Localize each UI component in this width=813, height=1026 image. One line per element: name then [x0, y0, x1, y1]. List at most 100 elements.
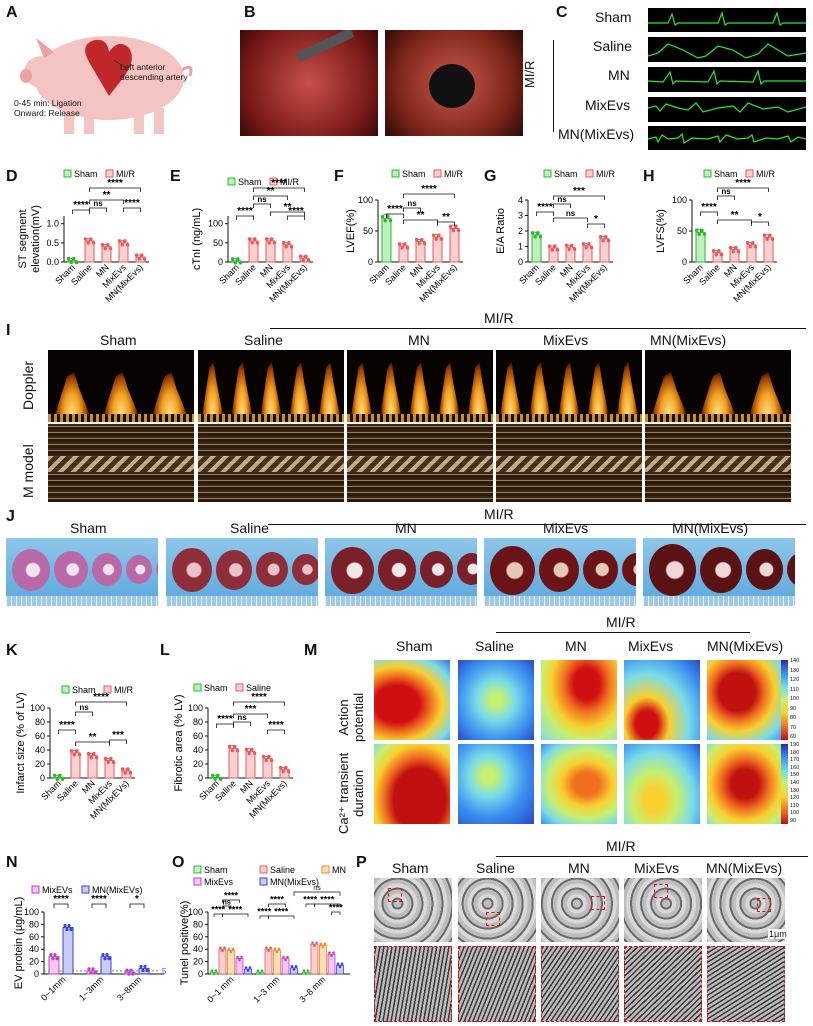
- data-point: [277, 947, 281, 951]
- j-group-sham: Sham: [70, 520, 107, 536]
- significance-bracket: [587, 223, 605, 228]
- p-group-sham: Sham: [392, 860, 429, 876]
- data-point: [92, 751, 96, 756]
- heatmap-action-potential: [541, 660, 617, 740]
- y-tick-label: 60: [193, 731, 203, 741]
- data-point: [238, 958, 241, 962]
- y-tick-label: 100: [188, 703, 203, 713]
- i-group-mixevs: MixEvs: [543, 332, 589, 348]
- significance-bracket: [403, 207, 421, 212]
- significance-label: ns: [721, 187, 731, 196]
- data-point: [109, 756, 113, 761]
- m-mode-image: [48, 424, 194, 502]
- panel-letter-b: B: [244, 4, 256, 21]
- legend-swatch-sham: [63, 169, 72, 178]
- data-point: [252, 751, 257, 756]
- y-axis-label: EV protein (μg/mL): [13, 897, 25, 990]
- data-point: [284, 958, 287, 962]
- data-point: [454, 224, 458, 229]
- bar: [100, 956, 112, 975]
- data-point: [53, 953, 57, 957]
- data-point: [117, 239, 122, 243]
- data-point: [587, 242, 591, 246]
- data-point: [270, 237, 274, 241]
- data-point: [210, 773, 215, 777]
- data-point: [313, 944, 316, 948]
- y-axis-label: cTnI (ng/mL): [191, 208, 203, 270]
- y-axis-label: LVEF(%): [345, 209, 357, 253]
- data-point: [753, 244, 758, 249]
- significance-label: ***: [112, 730, 124, 741]
- j-group-saline: Saline: [230, 520, 269, 536]
- significance-bracket: [553, 203, 571, 208]
- m-mode-image: [198, 424, 344, 502]
- significance-bracket: [553, 195, 605, 200]
- data-point: [235, 748, 240, 753]
- data-point: [751, 240, 755, 245]
- m-group-saline: Saline: [475, 638, 514, 654]
- surgery-photo-2: [385, 30, 523, 136]
- data-point: [134, 253, 139, 257]
- data-point: [330, 954, 333, 957]
- data-point: [89, 971, 93, 975]
- data-point: [340, 962, 344, 966]
- em-zoom-image: [624, 946, 702, 1022]
- data-point: [581, 242, 586, 246]
- panel-letter-j: J: [6, 508, 15, 525]
- bar: [449, 228, 460, 263]
- data-point: [290, 965, 294, 968]
- x-tick-label: 1~3mm: [77, 974, 105, 1002]
- significance-label: ****: [93, 692, 109, 703]
- row-label-ca: Ca²⁺ transient duration: [336, 752, 366, 834]
- data-point: [697, 232, 701, 236]
- colorbar-tick-label: 110: [790, 802, 799, 809]
- legend-label-mnmixevs: MN(MixEVs): [92, 885, 143, 895]
- data-point: [238, 261, 243, 265]
- significance-label: ****: [107, 178, 123, 189]
- y-tick-label: 100: [30, 703, 45, 713]
- legend-swatch-sham: [703, 169, 712, 178]
- data-point: [127, 972, 131, 976]
- data-point: [52, 773, 57, 777]
- data-point: [233, 261, 237, 265]
- data-point: [336, 962, 340, 966]
- data-point: [731, 249, 735, 254]
- data-point: [233, 744, 237, 749]
- data-point: [67, 923, 71, 928]
- data-point: [125, 968, 129, 972]
- data-point: [702, 232, 707, 236]
- mir-line-j: [268, 524, 806, 526]
- data-point: [227, 744, 232, 749]
- significance-bracket: [233, 701, 285, 706]
- data-point: [108, 246, 113, 251]
- data-point: [141, 968, 145, 973]
- data-point: [319, 942, 323, 946]
- y-tick-label: 50: [213, 238, 223, 248]
- colorbar-tick-label: 180: [790, 749, 800, 756]
- p-group-mn: MN: [568, 860, 590, 876]
- data-point: [69, 749, 74, 753]
- data-point: [83, 237, 88, 241]
- data-point: [694, 228, 699, 232]
- data-point: [51, 957, 55, 961]
- data-point: [547, 244, 552, 248]
- data-point: [66, 256, 71, 261]
- data-point: [405, 246, 410, 250]
- y-tick-label: 80: [35, 717, 45, 727]
- significance-bracket: [403, 193, 455, 198]
- data-point: [414, 237, 419, 242]
- y-tick-label: 60: [193, 932, 203, 942]
- data-point: [231, 947, 235, 951]
- y-tick-label: 0: [198, 969, 203, 979]
- significance-label: ****: [224, 891, 239, 901]
- legend-swatch-sham: [543, 169, 552, 178]
- colorbar-tick-label: 120: [790, 677, 800, 683]
- m-mode-image: [645, 424, 791, 502]
- data-point: [338, 965, 342, 969]
- data-point: [103, 957, 107, 961]
- significance-bracket: [75, 701, 127, 706]
- heart-slice-image: [166, 538, 318, 606]
- legend-swatch-sham: [193, 865, 202, 874]
